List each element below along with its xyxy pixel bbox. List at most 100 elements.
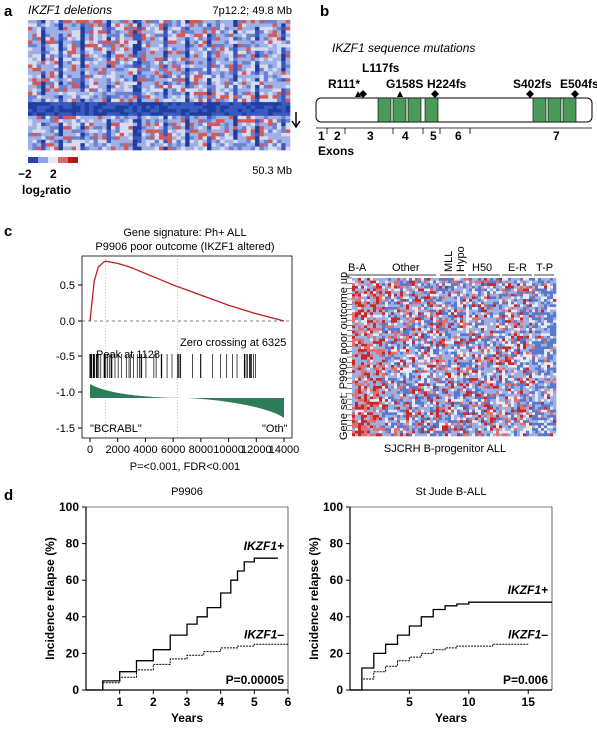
deletion-heatmap [28,20,291,151]
gsea-plot-frame [81,255,293,439]
km-curve [86,557,278,691]
x-tick-label: 8000 [189,444,213,456]
x-tick-label: 2 [150,695,157,709]
mutation-diamond-icon [571,90,579,98]
exon-number: 2 [334,129,341,143]
series-label: IKZF1– [508,627,548,641]
panel-label-d: d [4,487,13,504]
group-label: T-P [536,262,553,274]
y-tick-label: 40 [330,610,344,624]
x-tick-label: 1 [116,695,123,709]
y-tick-label: -1.0 [56,387,75,399]
y-tick-label: 40 [66,610,80,624]
exon-number: 5 [430,129,437,143]
y-tick-label: 100 [323,500,343,514]
km-plot-p9906: P9906 0 20 40 60 80 100 1 2 3 4 5 6 Years Incidence re… [43,486,292,725]
left-class-label: "BCRABL" [90,423,142,435]
signature-heatmap [347,277,557,437]
x-tick-label: 12000 [241,444,272,456]
panel-a-locus: 7p12.2; 49.8 Mb [212,5,292,17]
mutation-label: R111* [328,77,360,91]
y-axis-label: Incidence relapse (%) [43,537,57,660]
km-curve [350,643,529,691]
right-class-label: "Oth" [262,423,288,435]
gsea-plot [82,256,292,438]
panel-label-b: b [320,3,329,20]
mutation-label: H224fs [427,77,467,91]
p-value: P=0.006 [503,673,548,687]
mutation-diamond-icon [526,90,534,98]
group-label: Other [392,262,420,274]
ranking-area [90,384,284,418]
y-tick-label: 0.0 [60,316,75,328]
mutation-label: E504fs [560,77,597,91]
km-title: St Jude B-ALL [416,486,487,498]
x-tick-label: 0 [87,444,93,456]
y-tick-label: 100 [59,500,79,514]
heatmap-group-labels: B-A Other MLL Hypo H50 E-R T-P [346,246,554,276]
x-axis-label: Years [435,711,467,725]
x-tick-label: 15 [522,695,536,709]
scale-label: log2ratio [22,183,71,199]
x-tick-label: 14000 [269,444,300,456]
y-tick-label: 80 [66,537,80,551]
exon-number: 7 [553,129,560,143]
x-tick-label: 6000 [161,444,185,456]
x-tick-label: 5 [406,695,413,709]
y-tick-label: 0 [72,683,79,697]
arrow-down-icon [291,112,301,129]
p-value: P=0.00005 [226,673,285,687]
mutation-label: G158S [386,77,423,91]
mutation-markers: R111* L117fs G158S H224fs S402fs E504fs [328,61,597,98]
panel-b-title: IKZF1 sequence mutations [332,41,475,55]
group-label: B-A [348,262,367,274]
color-scale [28,157,78,163]
x-tick-label: 5 [251,695,258,709]
scale-min: −2 [18,167,32,181]
y-tick-label: 0.5 [60,280,75,292]
gsea-title-1: Gene signature: Ph+ ALL [123,227,246,239]
y-axis-label: Incidence relapse (%) [307,537,321,660]
y-tick-label: -0.5 [56,351,75,363]
series-label: IKZF1+ [508,583,548,597]
y-tick-label: 20 [66,646,80,660]
y-tick-label: 60 [66,573,80,587]
gsea-pvalue: P=<0.001, FDR<0.001 [130,461,240,473]
group-label: Hypo [455,246,467,272]
series-label: IKZF1+ [244,539,284,553]
group-label: H50 [472,262,492,274]
exon-number: 6 [455,129,462,143]
gsea-title-2: P9906 poor outcome (IKZF1 altered) [95,241,274,253]
peak-label: Peak at 1128 [96,349,160,361]
zero-crossing-label: Zero crossing at 6325 [180,337,286,349]
exon-number: 1 [318,129,325,143]
exon-number: 4 [402,129,409,143]
km-curve [86,643,288,691]
x-tick-label: 2000 [105,444,129,456]
x-tick-label: 10000 [213,444,244,456]
group-label: MLL [443,251,455,272]
ikzf1-gene-diagram [315,97,593,129]
exon-numbers: 1 2 3 4 5 6 7 [318,128,560,143]
y-tick-label: 20 [330,646,344,660]
panel-a-end-label: 50.3 Mb [252,165,292,177]
panel-label-c: c [4,223,12,240]
km-title: P9906 [171,486,203,498]
enrichment-curve [89,260,285,322]
x-tick-label: 4 [217,695,224,709]
x-tick-label: 10 [462,695,476,709]
x-tick-label: 6 [285,695,292,709]
mutation-diamond-icon [431,90,439,98]
scale-max: 2 [50,167,57,181]
y-tick-label: 0 [336,683,343,697]
mutation-label: S402fs [513,77,552,91]
km-curve [350,601,552,691]
y-tick-label: 80 [330,537,344,551]
panel-label-a: a [4,3,13,20]
heatmap-ylabel: Gene set: P9906 poor outcome up [338,272,350,440]
x-axis-label: Years [171,711,203,725]
km-plot-stjude: St Jude B-ALL 0 20 40 60 80 100 5 10 15 Years Incid… [307,486,553,725]
exon-number: 3 [367,129,374,143]
mutation-label: L117fs [362,61,400,75]
